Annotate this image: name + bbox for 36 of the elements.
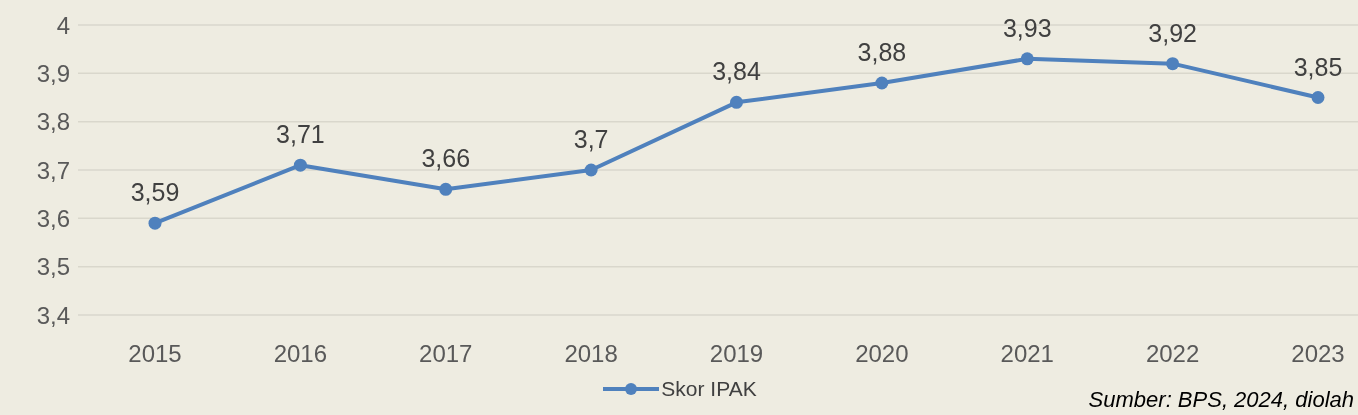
x-tick-label: 2015 [128, 340, 182, 368]
x-tick-label: 2021 [1000, 340, 1054, 368]
data-label: 3,85 [1293, 52, 1343, 81]
point [875, 76, 889, 90]
point [1166, 57, 1180, 71]
data-label: 3,92 [1148, 18, 1197, 47]
y-tick-label: 3,6 [36, 204, 70, 232]
data-label: 3,84 [712, 57, 761, 86]
data-label: 3,93 [1002, 13, 1052, 42]
y-tick-label: 4 [56, 11, 70, 39]
data-label: 3,66 [421, 144, 471, 173]
x-tick-label: 2019 [709, 340, 764, 368]
data-label: 3,7 [573, 125, 609, 153]
data-label: 3,59 [130, 178, 180, 207]
point [584, 163, 598, 177]
data-label: 3,88 [857, 38, 907, 66]
legend-label: Skor IPAK [660, 377, 757, 401]
y-tick-label: 3,4 [36, 301, 70, 329]
y-tick-label: 3,8 [36, 108, 70, 136]
x-tick-label: 2022 [1145, 340, 1200, 368]
point [1311, 91, 1325, 104]
point [439, 182, 453, 196]
y-tick-label: 3,9 [36, 59, 70, 87]
x-tick-label: 2017 [419, 340, 473, 368]
x-tick-label: 2020 [855, 340, 909, 368]
point [293, 158, 307, 172]
x-tick-label: 2023 [1291, 340, 1345, 368]
y-tick-label: 3,7 [36, 156, 70, 184]
point [730, 95, 743, 109]
data-label: 3,71 [276, 120, 325, 149]
x-tick-label: 2018 [564, 340, 618, 368]
point [1020, 52, 1034, 66]
y-tick-label: 3,5 [36, 253, 70, 281]
x-tick-label: 2016 [273, 340, 328, 368]
text: Sumber: BPS, 2024, diolah [1088, 387, 1354, 413]
point [148, 216, 162, 230]
